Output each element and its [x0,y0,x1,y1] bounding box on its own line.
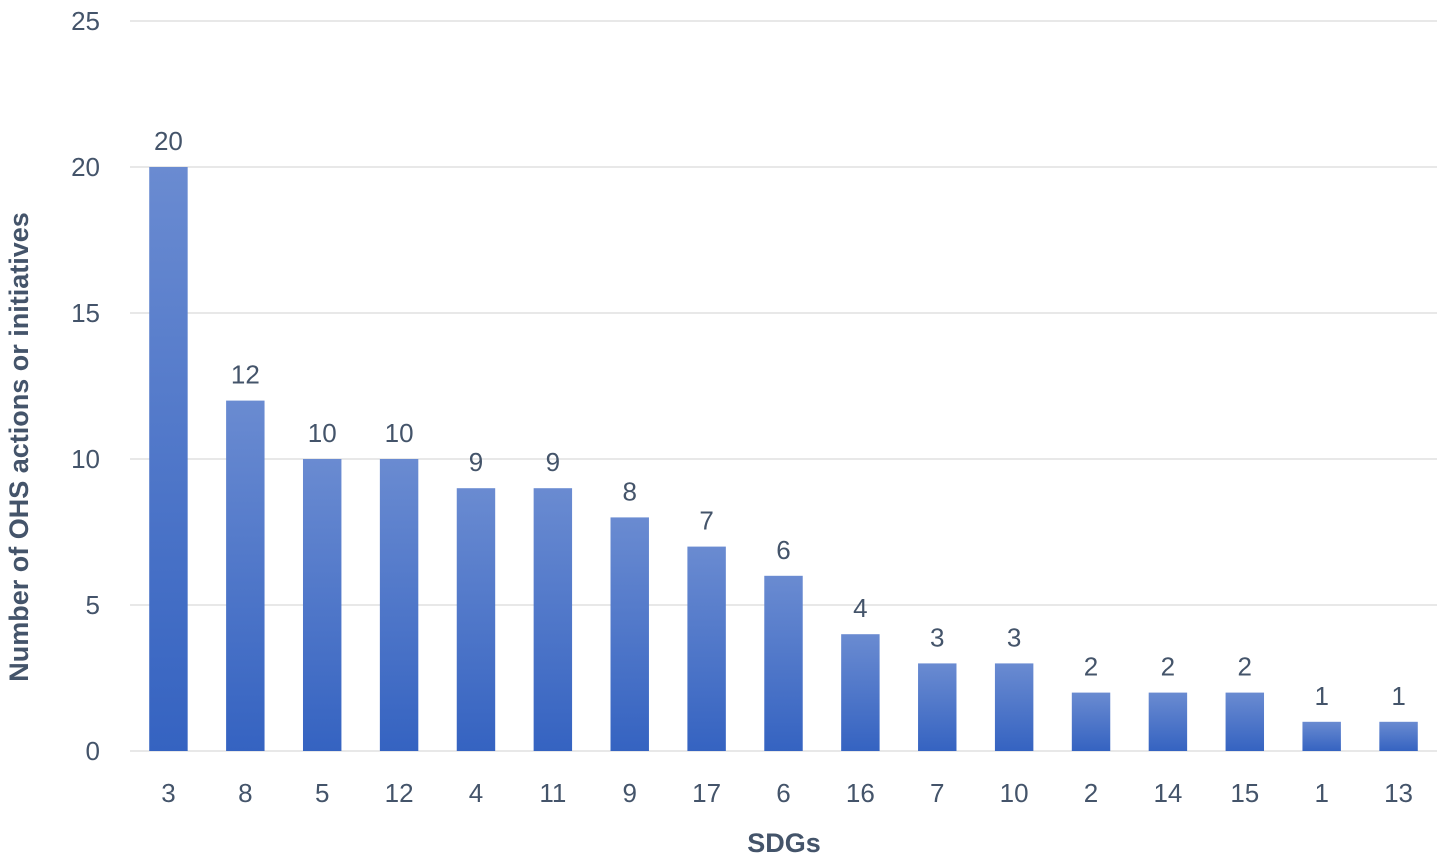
x-tick-label: 16 [846,778,875,808]
data-label: 10 [308,418,337,448]
data-label: 1 [1391,681,1405,711]
x-tick-label: 4 [469,778,483,808]
bar [149,167,188,751]
y-tick-label: 25 [71,6,100,36]
y-tick-label: 20 [71,152,100,182]
data-label: 10 [385,418,414,448]
y-tick-label: 15 [71,298,100,328]
data-label: 20 [154,126,183,156]
x-tick-label: 13 [1384,778,1413,808]
x-tick-label: 3 [161,778,175,808]
bar [1302,721,1341,751]
data-label: 3 [930,622,944,652]
data-label: 12 [231,360,260,390]
data-label: 9 [469,447,483,477]
x-tick-label: 1 [1314,778,1328,808]
x-tick-label: 7 [930,778,944,808]
y-tick-label: 5 [86,590,100,620]
bars [149,167,1418,751]
x-tick-label: 15 [1230,778,1259,808]
bar [1225,692,1265,751]
data-label: 8 [623,476,637,506]
bar [226,400,265,751]
data-label: 7 [699,506,713,536]
bar [841,634,880,751]
x-tick-label: 11 [539,778,566,808]
x-tick-label: 10 [1000,778,1029,808]
x-tick-label: 6 [776,778,790,808]
bar [379,459,419,751]
data-label: 1 [1314,681,1328,711]
x-axis-ticks: 3 8 5 12 4 11 9 17 6 16 7 10 2 14 15 1 13 [161,778,1413,808]
x-tick-label: 17 [692,778,721,808]
bar [994,663,1034,751]
data-label: 2 [1084,652,1098,682]
data-label: 4 [853,593,867,623]
x-tick-label: 9 [623,778,637,808]
data-labels: 20 12 10 10 9 9 8 7 6 4 3 3 2 2 2 1 1 [154,126,1406,711]
bar [302,459,342,751]
bar [687,546,726,751]
x-tick-label: 8 [238,778,252,808]
x-tick-label: 14 [1153,778,1182,808]
gridlines [130,20,1437,752]
x-axis-title: SDGs [747,828,821,858]
x-tick-label: 12 [385,778,414,808]
bar [533,488,573,751]
bar [610,517,649,751]
y-axis-ticks: 0 5 10 15 20 25 [71,6,100,766]
y-axis-title: Number of OHS actions or initiatives [4,212,34,682]
bar [918,663,957,751]
data-label: 2 [1238,652,1252,682]
data-label: 6 [776,535,790,565]
bar [1379,721,1418,751]
bar [456,488,496,751]
y-tick-label: 10 [71,444,100,474]
bar [764,575,803,751]
y-tick-label: 0 [86,736,100,766]
bar [1071,692,1111,751]
data-label: 2 [1161,652,1175,682]
bar [1148,692,1188,751]
data-label: 9 [546,447,560,477]
x-tick-label: 5 [315,778,329,808]
x-tick-label: 2 [1084,778,1098,808]
data-label: 3 [1007,622,1021,652]
